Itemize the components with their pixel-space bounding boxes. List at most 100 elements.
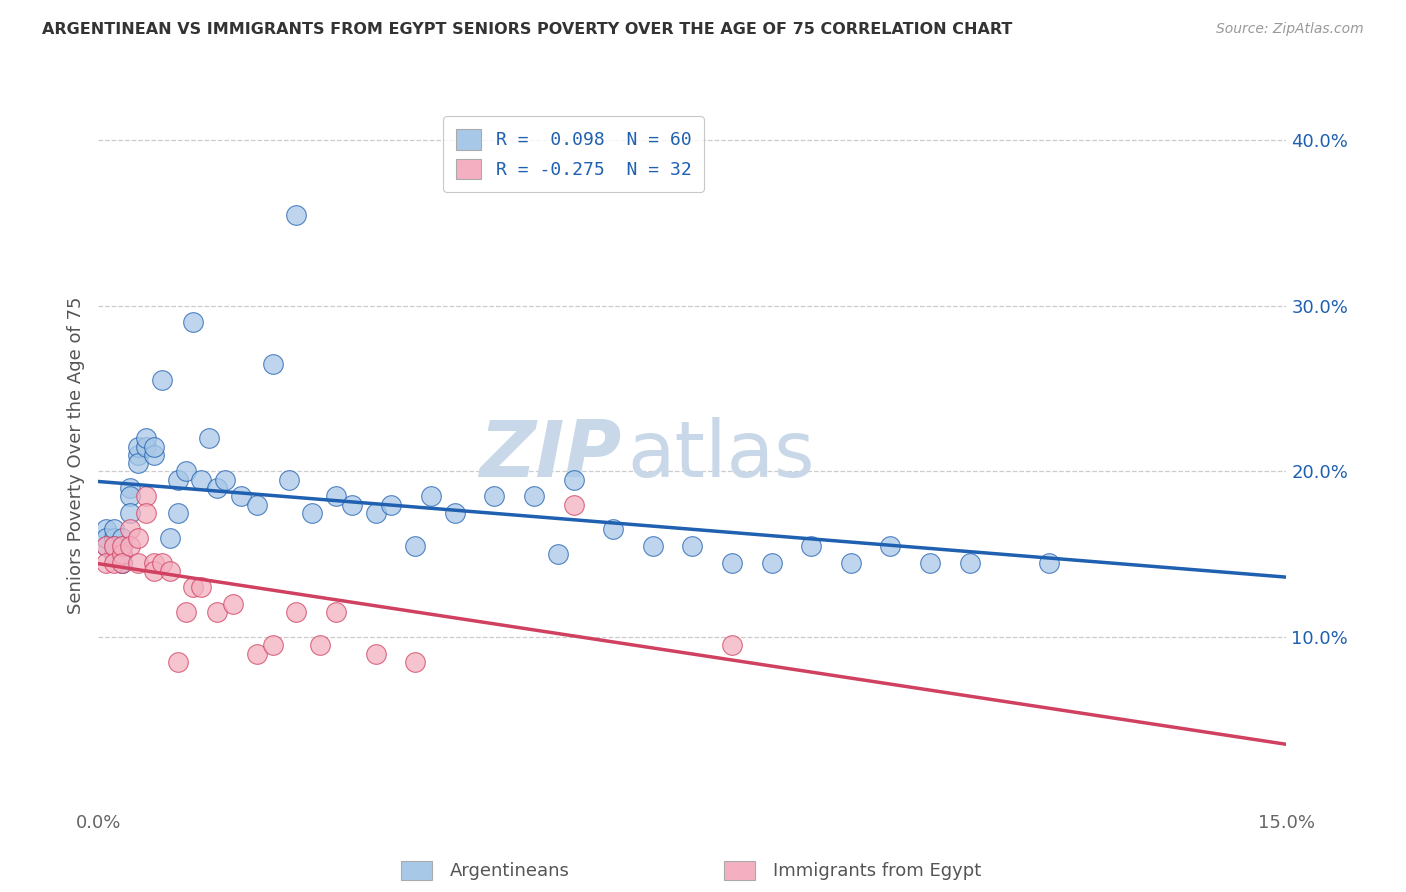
Point [159, 531, 181, 545]
Point [301, 506, 323, 520]
Point [127, 556, 149, 570]
Point [562, 473, 585, 487]
Point [166, 655, 188, 669]
Point [120, 539, 142, 553]
Point [120, 489, 142, 503]
Point [325, 489, 347, 503]
Point [174, 465, 197, 479]
Point [682, 539, 704, 553]
Point [380, 498, 402, 512]
Point [103, 523, 125, 537]
Point [277, 473, 299, 487]
Point [229, 489, 252, 503]
Point [420, 489, 443, 503]
Point [839, 556, 862, 570]
Point [150, 556, 173, 570]
Point [562, 498, 585, 512]
Y-axis label: Seniors Poverty Over the Age of 75: Seniors Poverty Over the Age of 75 [66, 296, 84, 614]
Point [404, 655, 426, 669]
Point [103, 556, 125, 570]
Point [285, 208, 308, 222]
Point [96, 539, 118, 553]
Point [523, 489, 546, 503]
Point [150, 373, 173, 387]
Point [174, 605, 197, 619]
Point [127, 440, 149, 454]
Text: Source: ZipAtlas.com: Source: ZipAtlas.com [1216, 22, 1364, 37]
Point [246, 498, 269, 512]
Text: atlas: atlas [627, 417, 814, 493]
Point [111, 539, 134, 553]
Point [364, 647, 387, 661]
Point [920, 556, 942, 570]
Point [404, 539, 426, 553]
Point [127, 448, 149, 462]
Point [214, 473, 236, 487]
Point [800, 539, 823, 553]
Point [159, 564, 181, 578]
Point [142, 564, 165, 578]
Point [135, 489, 157, 503]
Point [444, 506, 467, 520]
Text: Immigrants from Egypt: Immigrants from Egypt [773, 862, 981, 880]
Point [262, 357, 284, 371]
Point [207, 481, 229, 495]
Point [262, 639, 284, 653]
Point [142, 440, 165, 454]
Point [111, 556, 134, 570]
Point [198, 431, 221, 445]
Point [364, 506, 387, 520]
Point [120, 523, 142, 537]
Point [325, 605, 347, 619]
Point [959, 556, 981, 570]
Point [111, 547, 134, 561]
Text: ARGENTINEAN VS IMMIGRANTS FROM EGYPT SENIORS POVERTY OVER THE AGE OF 75 CORRELAT: ARGENTINEAN VS IMMIGRANTS FROM EGYPT SEN… [42, 22, 1012, 37]
Text: Argentineans: Argentineans [450, 862, 569, 880]
Point [166, 506, 188, 520]
Point [120, 506, 142, 520]
Point [484, 489, 506, 503]
Point [879, 539, 901, 553]
Point [96, 523, 118, 537]
Point [761, 556, 783, 570]
Point [103, 547, 125, 561]
Point [721, 556, 744, 570]
Point [96, 556, 118, 570]
Point [127, 456, 149, 470]
Point [135, 506, 157, 520]
Point [207, 605, 229, 619]
Point [103, 539, 125, 553]
Point [103, 539, 125, 553]
Point [135, 431, 157, 445]
Point [190, 473, 212, 487]
Point [127, 531, 149, 545]
Point [111, 531, 134, 545]
Text: ZIP: ZIP [479, 417, 621, 493]
Point [120, 481, 142, 495]
Legend: R =  0.098  N = 60, R = -0.275  N = 32: R = 0.098 N = 60, R = -0.275 N = 32 [443, 116, 704, 192]
Point [547, 547, 569, 561]
Point [222, 597, 245, 611]
Point [602, 523, 624, 537]
Point [285, 605, 308, 619]
Point [111, 539, 134, 553]
Point [111, 556, 134, 570]
Point [183, 581, 205, 595]
Point [135, 440, 157, 454]
Point [721, 639, 744, 653]
Point [111, 547, 134, 561]
Point [340, 498, 363, 512]
Point [246, 647, 269, 661]
Point [641, 539, 664, 553]
Point [103, 531, 125, 545]
Point [96, 531, 118, 545]
Point [309, 639, 332, 653]
Point [166, 473, 188, 487]
Point [190, 581, 212, 595]
Point [96, 539, 118, 553]
Point [142, 448, 165, 462]
Point [142, 556, 165, 570]
Point [111, 556, 134, 570]
Point [1038, 556, 1060, 570]
Point [183, 315, 205, 329]
